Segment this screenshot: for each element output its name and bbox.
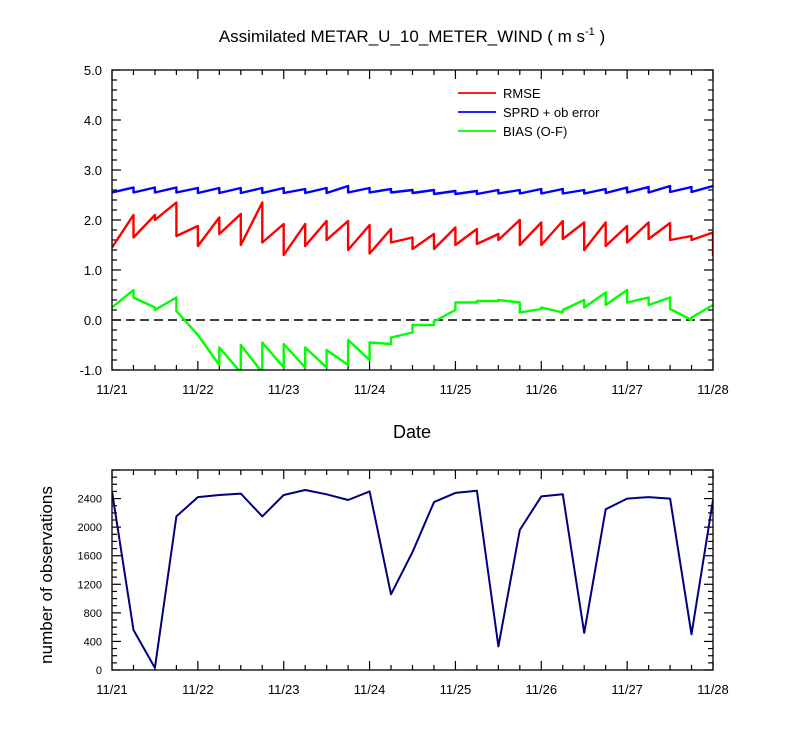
bottom-plot-frame <box>111 469 714 671</box>
legend-label: SPRD + ob error <box>503 105 600 120</box>
series-line-observations <box>112 489 713 669</box>
chart-title-main: Assimilated METAR_U_10_METER_WIND ( m s <box>219 27 585 46</box>
y-tick-label: 3.0 <box>84 163 102 178</box>
top-panel: -1.00.01.02.03.04.05.0 11/21 11/22 11/23 11… <box>80 63 729 442</box>
x-tick-label: 11/27 <box>611 382 643 397</box>
y-tick-label: 0 <box>96 665 102 677</box>
x-tick-label: 11/28 <box>697 382 729 397</box>
legend-label: BIAS (O-F) <box>503 124 567 139</box>
y-tick-label: 2000 <box>78 522 102 534</box>
x-tick-label: 11/22 <box>182 682 214 697</box>
chart-title: Assimilated METAR_U_10_METER_WIND ( m s-… <box>219 26 605 46</box>
x-tick-label: 11/24 <box>354 682 386 697</box>
series-line-bias-o-f <box>112 288 713 370</box>
legend-label: RMSE <box>503 86 541 101</box>
x-tick-label: 11/23 <box>268 382 300 397</box>
bottom-y-axis-label: number of observations <box>37 486 56 664</box>
y-tick-label: 400 <box>84 636 102 648</box>
y-tick-label: 1200 <box>78 579 102 591</box>
y-tick-label: 0.0 <box>84 313 102 328</box>
top-series <box>112 184 713 370</box>
x-tick-label: 11/28 <box>697 682 729 697</box>
top-y-tick-labels: -1.0 0.0 1.0 2.0 3.0 4.0 5.0 <box>80 63 102 378</box>
x-tick-label: 11/21 <box>96 382 128 397</box>
y-tick-label: 5.0 <box>84 63 102 78</box>
x-tick-label: 11/25 <box>440 382 472 397</box>
x-tick-label: 11/26 <box>525 682 557 697</box>
x-tick-label: 11/24 <box>354 382 386 397</box>
x-tick-label: 11/27 <box>611 682 643 697</box>
y-tick-label: -1.0 <box>80 363 102 378</box>
y-tick-label: 800 <box>84 608 102 620</box>
y-tick-label: 2.0 <box>84 213 102 228</box>
chart-title-close: ) <box>595 27 605 46</box>
chart-title-superscript: -1 <box>585 26 595 38</box>
bottom-y-tick-labels: 0 400 800 1200 1600 2000 2400 <box>78 494 102 677</box>
x-tick-label: 11/26 <box>525 382 557 397</box>
x-tick-label: 11/22 <box>182 382 214 397</box>
y-tick-label: 4.0 <box>84 113 102 128</box>
x-tick-label: 11/23 <box>268 682 300 697</box>
top-x-tick-labels: 11/21 11/22 11/23 11/24 11/25 11/26 11/27 11/28 <box>96 382 729 397</box>
bottom-series <box>112 489 713 669</box>
y-tick-label: 2400 <box>78 494 102 506</box>
x-tick-label: 11/21 <box>96 682 128 697</box>
top-plot-frame <box>111 69 714 371</box>
legend: RMSE SPRD + ob error BIAS (O-F) <box>458 86 600 139</box>
top-x-axis-label: Date <box>393 422 431 442</box>
bottom-x-tick-labels: 11/21 11/22 11/23 11/24 11/25 11/26 11/27 11/28 <box>96 682 729 697</box>
x-tick-label: 11/25 <box>440 682 472 697</box>
series-line-rmse <box>112 201 713 257</box>
series-line-sprd-ob-error <box>112 184 713 196</box>
y-tick-label: 1600 <box>78 551 102 563</box>
y-tick-label: 1.0 <box>84 263 102 278</box>
